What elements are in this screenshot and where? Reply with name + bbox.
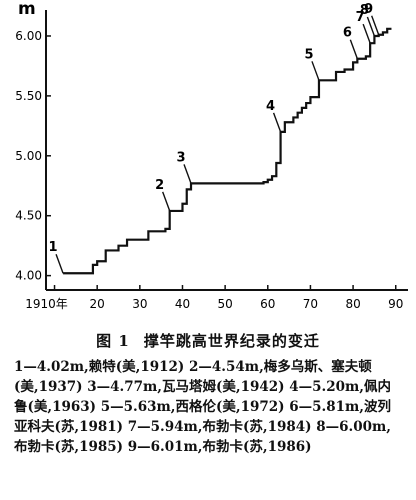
annotation-leader <box>162 191 171 212</box>
x-tick-label: 40 <box>175 297 190 311</box>
annotation-leader <box>311 61 320 81</box>
figure-number: 图 1 <box>96 332 130 350</box>
x-tick-label: 70 <box>303 297 318 311</box>
y-tick-label: 5.00 <box>15 149 42 163</box>
annotation-leader <box>272 112 282 133</box>
x-tick-label: 50 <box>217 297 232 311</box>
annotation-leader <box>349 39 359 59</box>
record-step-line <box>63 27 392 275</box>
y-tick-label: 4.00 <box>15 269 42 283</box>
annotation-leader <box>366 16 376 37</box>
annotation-label: 6 <box>343 26 352 41</box>
annotation-label: 9 <box>364 2 373 17</box>
x-tick-label: 60 <box>260 297 275 311</box>
y-tick-label: 5.50 <box>15 89 42 103</box>
annotation-label: 5 <box>304 47 313 62</box>
record-notes: 1—4.02m,赖特(美,1912) 2—4.54m,梅多乌斯、塞夫顿(美,19… <box>0 357 416 457</box>
figure-title: 图 1 撑竿跳高世界纪录的变迁 <box>0 330 416 351</box>
y-tick-label: 4.50 <box>15 209 42 223</box>
annotation-leader <box>183 164 192 184</box>
annotation-leader <box>362 23 371 44</box>
annotation-leader <box>371 15 380 36</box>
x-tick-label: 1910年 <box>25 297 68 311</box>
y-tick-label: 6.00 <box>15 29 42 43</box>
annotation-label: 4 <box>266 99 275 114</box>
annotation-label: 1 <box>49 240 58 255</box>
y-axis-label: m <box>18 0 36 19</box>
annotation-label: 3 <box>176 150 185 165</box>
figure-caption: 图 1 撑竿跳高世界纪录的变迁 1—4.02m,赖特(美,1912) 2—4.54… <box>0 330 416 457</box>
annotation-label: 8 <box>360 3 369 18</box>
world-record-chart: m 4.00 4.50 5.00 5.50 6.00 1910年 20 30 40 50 60 70 80… <box>15 0 408 311</box>
x-tick-label: 90 <box>388 297 403 311</box>
chart-svg: m 4.00 4.50 5.00 5.50 6.00 1910年 20 30 40 50 60 70 80… <box>15 0 408 311</box>
annotation-leader <box>55 253 64 274</box>
x-tick-label: 30 <box>132 297 147 311</box>
annotation-label: 2 <box>155 178 164 193</box>
figure-title-text: 撑竿跳高世界纪录的变迁 <box>143 332 320 350</box>
annotation-label: 7 <box>356 10 365 25</box>
x-tick-label: 20 <box>90 297 105 311</box>
x-tick-label: 80 <box>345 297 360 311</box>
record-notes-text: 1—4.02m,赖特(美,1912) 2—4.54m,梅多乌斯、塞夫顿(美,19… <box>14 359 392 455</box>
